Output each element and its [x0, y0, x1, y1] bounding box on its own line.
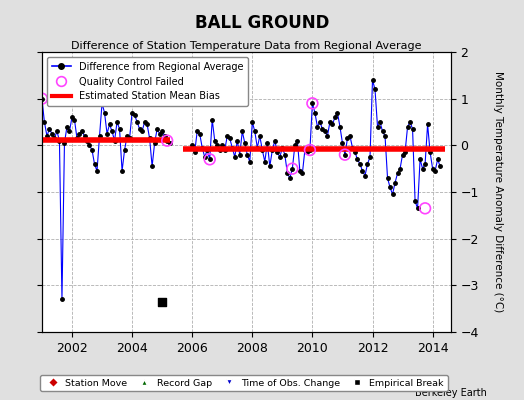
Legend: Difference from Regional Average, Quality Control Failed, Estimated Station Mean: Difference from Regional Average, Qualit…: [47, 57, 248, 106]
Point: [308, 100, 316, 106]
Point: [305, 147, 314, 153]
Point: [288, 166, 297, 172]
Y-axis label: Monthly Temperature Anomaly Difference (°C): Monthly Temperature Anomaly Difference (…: [493, 71, 503, 313]
Point: [421, 205, 429, 212]
Legend: Station Move, Record Gap, Time of Obs. Change, Empirical Break: Station Move, Record Gap, Time of Obs. C…: [40, 375, 447, 391]
Text: Berkeley Earth: Berkeley Earth: [416, 388, 487, 398]
Point: [163, 138, 171, 144]
Title: Difference of Station Temperature Data from Regional Average: Difference of Station Temperature Data f…: [71, 41, 421, 51]
Point: [341, 152, 349, 158]
Point: [205, 156, 214, 162]
Point: [38, 96, 46, 102]
Text: BALL GROUND: BALL GROUND: [195, 14, 329, 32]
Point: [158, 298, 166, 305]
